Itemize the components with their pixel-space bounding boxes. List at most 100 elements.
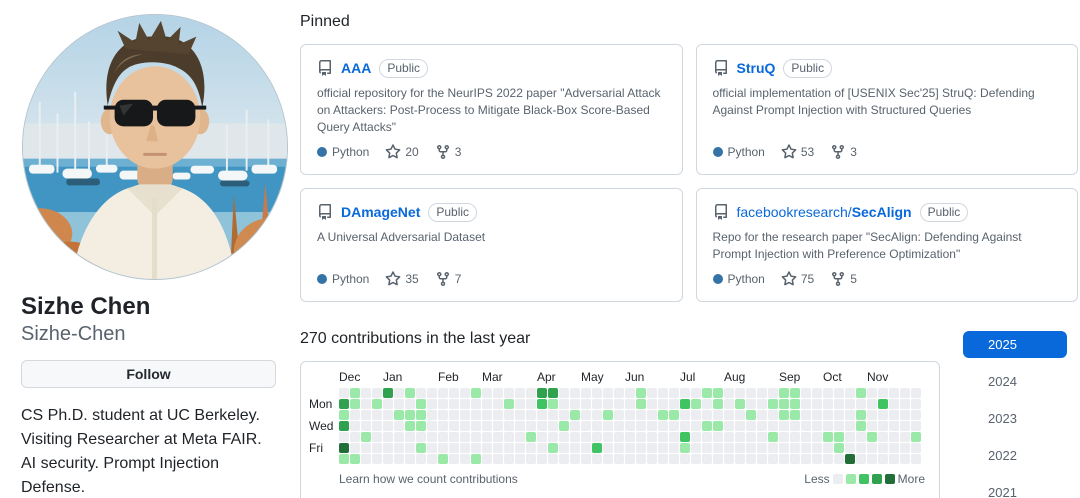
contribution-cell[interactable] xyxy=(625,443,635,453)
contribution-cell[interactable] xyxy=(482,421,492,431)
contribution-cell[interactable] xyxy=(438,432,448,442)
contribution-cell[interactable] xyxy=(625,410,635,420)
contribution-cell[interactable] xyxy=(669,388,679,398)
contribution-cell[interactable] xyxy=(911,454,921,464)
contribution-cell[interactable] xyxy=(812,399,822,409)
contribution-cell[interactable] xyxy=(416,443,426,453)
contribution-cell[interactable] xyxy=(878,388,888,398)
year-item-2025[interactable]: 2025 xyxy=(963,331,1067,358)
contribution-cell[interactable] xyxy=(625,388,635,398)
contribution-cell[interactable] xyxy=(350,410,360,420)
contribution-cell[interactable] xyxy=(691,454,701,464)
contribution-cell[interactable] xyxy=(878,399,888,409)
repo-link[interactable]: facebookresearch/SecAlign xyxy=(737,204,912,220)
contribution-cell[interactable] xyxy=(427,388,437,398)
contribution-cell[interactable] xyxy=(834,399,844,409)
contribution-cell[interactable] xyxy=(581,388,591,398)
contribution-cell[interactable] xyxy=(603,410,613,420)
contribution-cell[interactable] xyxy=(790,410,800,420)
contribution-cell[interactable] xyxy=(493,388,503,398)
contribution-cell[interactable] xyxy=(405,454,415,464)
contribution-cell[interactable] xyxy=(449,399,459,409)
contribution-cell[interactable] xyxy=(416,399,426,409)
contribution-cell[interactable] xyxy=(845,410,855,420)
contribution-cell[interactable] xyxy=(724,454,734,464)
contribution-cell[interactable] xyxy=(845,432,855,442)
contribution-cell[interactable] xyxy=(702,443,712,453)
contribution-cell[interactable] xyxy=(493,399,503,409)
contribution-cell[interactable] xyxy=(504,388,514,398)
contribution-cell[interactable] xyxy=(493,443,503,453)
contribution-cell[interactable] xyxy=(559,410,569,420)
contribution-cell[interactable] xyxy=(636,443,646,453)
contribution-cell[interactable] xyxy=(680,443,690,453)
contribution-cell[interactable] xyxy=(790,432,800,442)
contribution-cell[interactable] xyxy=(900,388,910,398)
contribution-cell[interactable] xyxy=(834,421,844,431)
contribution-cell[interactable] xyxy=(669,410,679,420)
contribution-cell[interactable] xyxy=(427,421,437,431)
contribution-cell[interactable] xyxy=(427,410,437,420)
contribution-cell[interactable] xyxy=(493,421,503,431)
contribution-cell[interactable] xyxy=(889,388,899,398)
contribution-cell[interactable] xyxy=(361,410,371,420)
contribution-cell[interactable] xyxy=(372,410,382,420)
contribution-cell[interactable] xyxy=(570,410,580,420)
contribution-cell[interactable] xyxy=(438,454,448,464)
contribution-cell[interactable] xyxy=(636,421,646,431)
contribution-cell[interactable] xyxy=(537,410,547,420)
contribution-cell[interactable] xyxy=(614,443,624,453)
contribution-cell[interactable] xyxy=(823,454,833,464)
contribution-cell[interactable] xyxy=(361,454,371,464)
contribution-cell[interactable] xyxy=(779,421,789,431)
contribution-cell[interactable] xyxy=(383,454,393,464)
contribution-cell[interactable] xyxy=(790,399,800,409)
contribution-cell[interactable] xyxy=(823,399,833,409)
contribution-cell[interactable] xyxy=(350,454,360,464)
contribution-cell[interactable] xyxy=(394,432,404,442)
contribution-cell[interactable] xyxy=(812,432,822,442)
contribution-cell[interactable] xyxy=(350,388,360,398)
contribution-cell[interactable] xyxy=(603,421,613,431)
contribution-cell[interactable] xyxy=(515,421,525,431)
contribution-cell[interactable] xyxy=(493,410,503,420)
contribution-cell[interactable] xyxy=(801,388,811,398)
contribution-cell[interactable] xyxy=(691,421,701,431)
contribution-cell[interactable] xyxy=(570,399,580,409)
contribution-cell[interactable] xyxy=(416,432,426,442)
contribution-cell[interactable] xyxy=(515,410,525,420)
contribution-cell[interactable] xyxy=(460,388,470,398)
contribution-cell[interactable] xyxy=(361,388,371,398)
contribution-cell[interactable] xyxy=(867,454,877,464)
contribution-cell[interactable] xyxy=(471,388,481,398)
contribution-cell[interactable] xyxy=(482,399,492,409)
contribution-cell[interactable] xyxy=(746,410,756,420)
contribution-cell[interactable] xyxy=(504,399,514,409)
contribution-cell[interactable] xyxy=(768,443,778,453)
contribution-cell[interactable] xyxy=(735,388,745,398)
contribution-cell[interactable] xyxy=(889,443,899,453)
contribution-cell[interactable] xyxy=(394,454,404,464)
contribution-cell[interactable] xyxy=(757,388,767,398)
contribution-cell[interactable] xyxy=(526,388,536,398)
contribution-cell[interactable] xyxy=(867,388,877,398)
contribution-cell[interactable] xyxy=(713,421,723,431)
contribution-cell[interactable] xyxy=(339,432,349,442)
contribution-cell[interactable] xyxy=(603,399,613,409)
contribution-cell[interactable] xyxy=(548,388,558,398)
contribution-cell[interactable] xyxy=(647,388,657,398)
contribution-cell[interactable] xyxy=(636,410,646,420)
contribution-cell[interactable] xyxy=(405,399,415,409)
contribution-cell[interactable] xyxy=(812,421,822,431)
contribution-cell[interactable] xyxy=(471,432,481,442)
contribution-cell[interactable] xyxy=(691,410,701,420)
contribution-cell[interactable] xyxy=(471,443,481,453)
fork-count-link[interactable]: 3 xyxy=(435,144,461,160)
year-item-2021[interactable]: 2021 xyxy=(988,485,1017,498)
contribution-cell[interactable] xyxy=(889,399,899,409)
contribution-cell[interactable] xyxy=(911,410,921,420)
contribution-cell[interactable] xyxy=(438,421,448,431)
contribution-cell[interactable] xyxy=(900,432,910,442)
contribution-cell[interactable] xyxy=(768,421,778,431)
contribution-cell[interactable] xyxy=(713,432,723,442)
